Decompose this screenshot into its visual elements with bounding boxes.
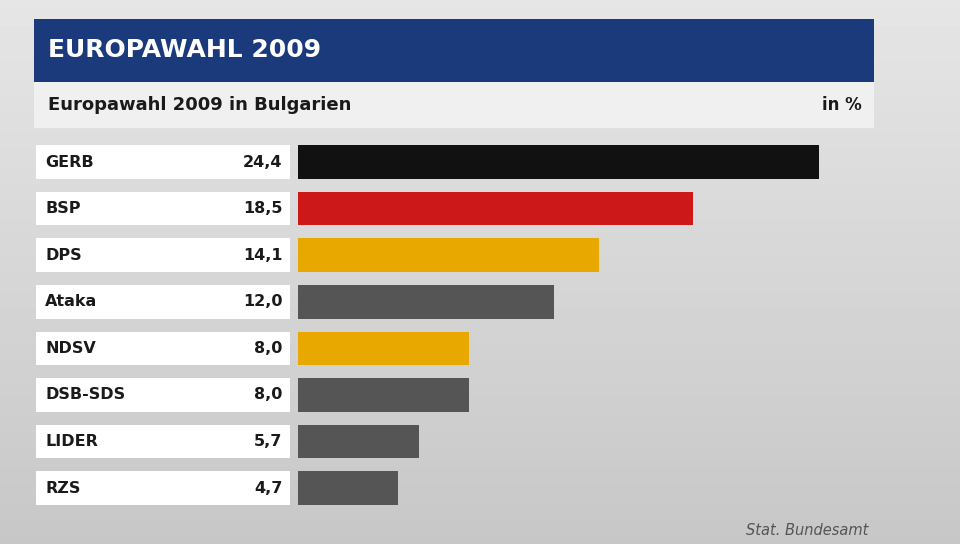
Text: Ataka: Ataka [45, 294, 97, 309]
Bar [298, 425, 420, 458]
Bar [36, 425, 290, 458]
Bar [36, 378, 290, 412]
Bar [298, 285, 554, 319]
Text: Stat. Bundesamt: Stat. Bundesamt [747, 523, 869, 538]
Text: DSB-SDS: DSB-SDS [45, 387, 125, 403]
Text: in %: in % [823, 96, 862, 114]
Text: GERB: GERB [45, 154, 94, 170]
Text: 12,0: 12,0 [243, 294, 282, 309]
Text: 18,5: 18,5 [243, 201, 282, 216]
Bar [298, 238, 599, 272]
Text: 8,0: 8,0 [253, 341, 282, 356]
Bar [34, 19, 874, 82]
Bar [36, 145, 290, 179]
Bar [298, 471, 398, 505]
Text: DPS: DPS [45, 248, 82, 263]
Text: 8,0: 8,0 [253, 387, 282, 403]
Bar [298, 145, 819, 179]
Bar [36, 285, 290, 319]
Text: RZS: RZS [45, 480, 81, 496]
Text: NDSV: NDSV [45, 341, 96, 356]
Bar [36, 192, 290, 225]
Bar [36, 471, 290, 505]
Text: Europawahl 2009 in Bulgarien: Europawahl 2009 in Bulgarien [48, 96, 351, 114]
Bar [36, 331, 290, 365]
Bar [34, 82, 874, 128]
Text: 5,7: 5,7 [253, 434, 282, 449]
Text: 14,1: 14,1 [243, 248, 282, 263]
Bar [298, 378, 468, 412]
Text: LIDER: LIDER [45, 434, 98, 449]
Text: BSP: BSP [45, 201, 81, 216]
Text: EUROPAWAHL 2009: EUROPAWAHL 2009 [48, 38, 322, 63]
Bar [36, 238, 290, 272]
Bar [298, 331, 468, 365]
Bar [298, 192, 693, 225]
Text: 24,4: 24,4 [243, 154, 282, 170]
Text: 4,7: 4,7 [253, 480, 282, 496]
